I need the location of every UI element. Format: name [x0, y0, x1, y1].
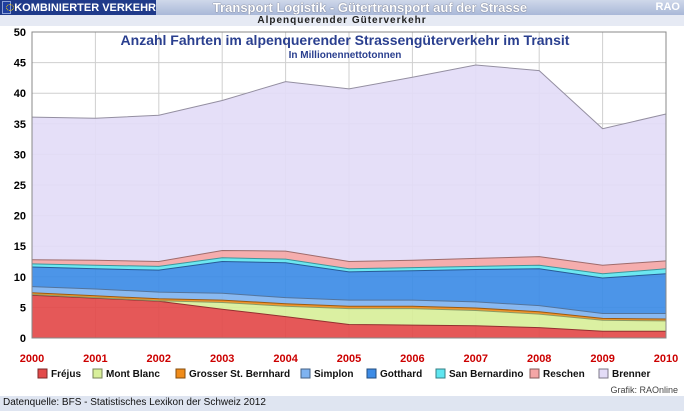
- x-tick-label: 2009: [590, 353, 614, 365]
- page-subtitle: Alpenquerender Güterverkehr: [0, 15, 684, 26]
- area-gotthard: [32, 261, 666, 314]
- y-axis-ticks: 0 5 10 15 20 25 30 35 40 45 50: [14, 27, 26, 345]
- x-tick-label: 2001: [83, 353, 107, 365]
- x-tick-label: 2008: [527, 353, 551, 365]
- y-tick-label: 10: [14, 272, 26, 284]
- x-tick-label: 2002: [147, 353, 171, 365]
- y-tick-label: 5: [20, 302, 26, 314]
- y-tick-label: 25: [14, 180, 26, 192]
- line-grosser-st-bernhard: [31, 292, 667, 320]
- line-simplon: [31, 286, 666, 314]
- area-fr-jus: [32, 295, 666, 338]
- legend-label-grosser-st-bernhard: Grosser St. Bernhard: [189, 369, 290, 380]
- y-tick-label: 30: [14, 149, 26, 161]
- x-axis-ticks: 2000 2001 2002 2003 2004 2005 2006 2007 2008 2009…: [20, 353, 678, 365]
- legend-label-mont-blanc: Mont Blanc: [106, 369, 160, 380]
- legend-swatch-san-bernardino: [435, 368, 446, 379]
- legend-swatch-mont-blanc: [92, 368, 103, 379]
- plot-border: [31, 31, 667, 339]
- legend-swatch-grosser-st-bernhard: [175, 368, 186, 379]
- legend-swatch-fr-jus: [37, 368, 48, 379]
- line-san-bernardino: [31, 257, 667, 275]
- line-gotthard: [31, 260, 667, 279]
- x-tick-label: 2006: [400, 353, 424, 365]
- y-tick-label: 40: [14, 88, 26, 100]
- legend-swatch-brenner: [598, 368, 609, 379]
- legend-swatch-reschen: [529, 368, 540, 379]
- series-lines: [31, 64, 667, 332]
- y-tick-label: 20: [14, 211, 26, 223]
- y-tick-label: 15: [14, 241, 26, 253]
- line-reschen: [31, 249, 667, 266]
- header-bar: KOMBINIERTER VERKEHR Transport Logistik …: [0, 0, 684, 15]
- line-mont-blanc: [31, 294, 667, 322]
- legend-label-reschen: Reschen: [543, 369, 585, 380]
- area-mont-blanc: [32, 294, 666, 332]
- x-tick-label: 2007: [464, 353, 488, 365]
- page-title: Transport Logistik - Gütertransport auf …: [212, 0, 528, 15]
- legend-swatch-simplon: [300, 368, 311, 379]
- x-tick-label: 2004: [273, 353, 298, 365]
- section-badge-label: KOMBINIERTER VERKEHR: [14, 1, 156, 14]
- eu-flag-icon: [2, 1, 15, 14]
- y-tick-label: 0: [20, 333, 26, 345]
- footer-bar: Datenquelle: BFS - Statistisches Lexikon…: [0, 396, 684, 411]
- chart-title: Anzahl Fahrten im alpenquerender Strasse…: [121, 32, 570, 48]
- area-brenner: [32, 65, 666, 266]
- x-tick-label: 2003: [210, 353, 234, 365]
- y-tick-label: 50: [14, 27, 26, 39]
- x-tick-label: 2010: [654, 353, 678, 365]
- legend-label-gotthard: Gotthard: [380, 369, 422, 380]
- line-fr-jus: [31, 294, 666, 332]
- legend-label-simplon: Simplon: [314, 369, 353, 380]
- area-san-bernardino: [32, 257, 666, 278]
- section-badge[interactable]: KOMBINIERTER VERKEHR: [0, 0, 156, 15]
- chart-credit: Grafik: RAOnline: [610, 385, 678, 395]
- chart-subtitle: In Millionennettotonnen: [289, 50, 402, 61]
- chart-legend: Fréjus Mont Blanc Grosser St. Bernhard Simp…: [37, 368, 650, 380]
- area-simplon: [32, 286, 666, 319]
- data-source: Datenquelle: BFS - Statistisches Lexikon…: [3, 397, 266, 408]
- series-areas: [32, 65, 666, 338]
- site-logo[interactable]: RAO: [655, 1, 680, 13]
- legend-label-san-bernardino: San Bernardino: [449, 369, 523, 380]
- legend-swatch-gotthard: [366, 368, 377, 379]
- x-tick-label: 2005: [337, 353, 361, 365]
- line-brenner: [31, 64, 667, 130]
- legend-label-brenner: Brenner: [612, 369, 650, 380]
- legend-label-fr-jus: Fréjus: [51, 369, 81, 380]
- y-tick-label: 45: [14, 58, 26, 70]
- x-tick-label: 2000: [20, 353, 44, 365]
- y-tick-label: 35: [14, 119, 26, 131]
